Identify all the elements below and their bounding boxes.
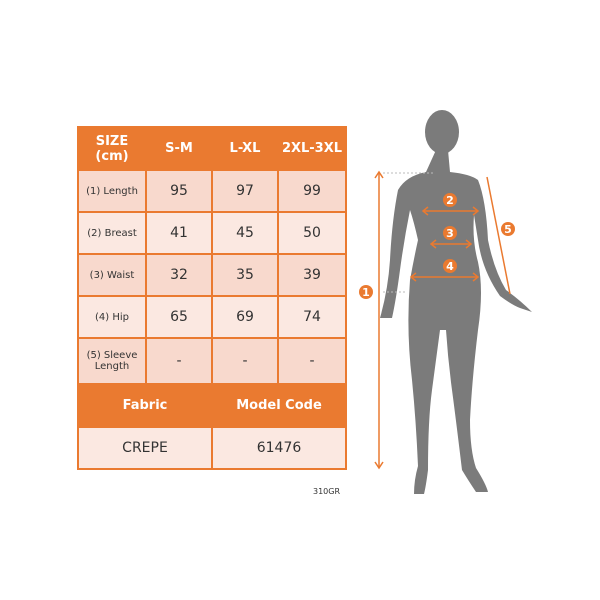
cell: 50 [277,211,347,255]
marker-5 [501,222,515,236]
table-row: (3) Waist 32 35 39 [77,253,347,297]
cell: 32 [145,253,213,297]
header-size: SIZE (cm) [77,126,147,171]
size-chart-table: SIZE (cm) S-M L-XL 2XL-3XL (1) Length 95… [77,126,347,470]
guide-lines [383,172,433,293]
table-row: (1) Length 95 97 99 [77,169,347,213]
cell: 39 [277,253,347,297]
model-code-header: Model Code [211,383,347,428]
fabric-header: Fabric [77,383,213,428]
marker-1 [359,285,373,299]
table-header-row: SIZE (cm) S-M L-XL 2XL-3XL [77,126,347,171]
row-label: (2) Breast [77,211,147,255]
row-label: (5) Sleeve Length [77,337,147,385]
header-l-xl: L-XL [211,126,279,171]
header-2xl-3xl: 2XL-3XL [277,126,347,171]
cell: 74 [277,295,347,339]
marker-3-label: 3 [446,227,454,240]
model-code-value: 61476 [211,426,347,470]
row-label: (4) Hip [77,295,147,339]
cell: 99 [277,169,347,213]
marker-4 [443,259,457,273]
header-s-m: S-M [145,126,213,171]
cell: 69 [211,295,279,339]
marker-3 [443,226,457,240]
marker-1-label: 1 [362,286,370,299]
fabric-row: CREPE 61476 [77,426,347,470]
marker-2-label: 2 [446,194,454,207]
cell: - [211,337,279,385]
cell: - [277,337,347,385]
table-row: (4) Hip 65 69 74 [77,295,347,339]
cell: 95 [145,169,213,213]
row-label: (1) Length [77,169,147,213]
marker-4-label: 4 [446,260,454,273]
cell: - [145,337,213,385]
marker-2 [443,193,457,207]
sleeve-arrow [486,176,511,295]
product-code: 310GR [313,487,341,496]
row-label: (3) Waist [77,253,147,297]
silhouette [380,110,532,494]
table-row: (5) Sleeve Length - - - [77,337,347,385]
cell: 65 [145,295,213,339]
measure-arrows [374,170,511,470]
fabric-value: CREPE [77,426,213,470]
cell: 45 [211,211,279,255]
marker-5-label: 5 [504,223,512,236]
table-row: (2) Breast 41 45 50 [77,211,347,255]
markers: 1 2 3 4 5 [359,193,515,299]
cell: 41 [145,211,213,255]
fabric-header-row: Fabric Model Code [77,383,347,428]
cell: 97 [211,169,279,213]
cell: 35 [211,253,279,297]
